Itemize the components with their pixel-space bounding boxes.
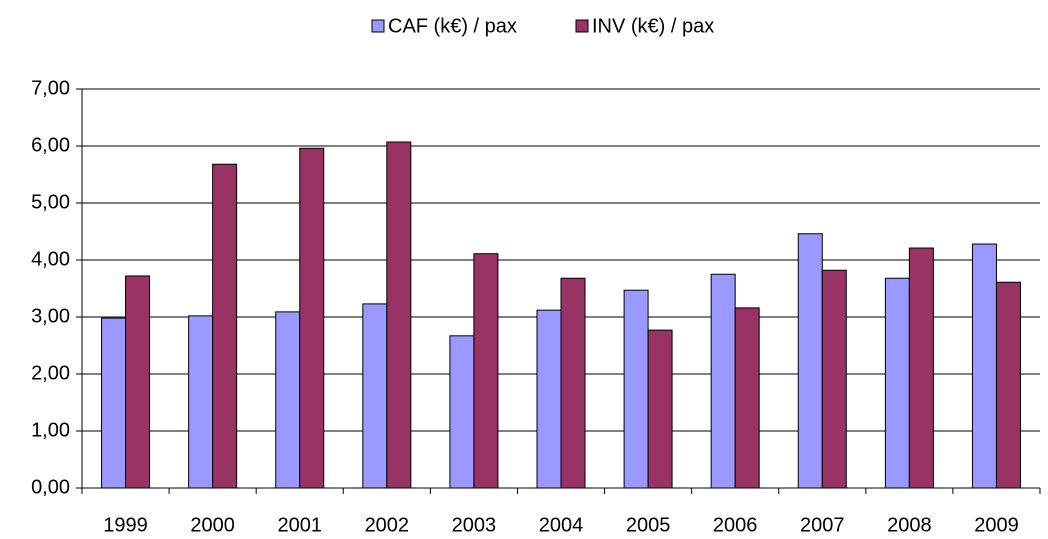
bar xyxy=(125,275,151,489)
x-tick-label: 1999 xyxy=(103,514,148,536)
bar xyxy=(386,141,412,489)
bar xyxy=(536,309,562,489)
y-tick-label: 0,00 xyxy=(31,476,70,498)
bar xyxy=(212,163,238,489)
bar xyxy=(647,329,673,489)
legend-swatch xyxy=(575,19,589,33)
bar xyxy=(908,247,934,489)
legend-label: CAF (k€) / pax xyxy=(388,15,517,37)
legend-label: INV (k€) / pax xyxy=(592,15,714,37)
bar xyxy=(821,269,847,489)
bar xyxy=(275,311,301,489)
x-tick-label: 2006 xyxy=(713,514,758,536)
x-tick-label: 2000 xyxy=(190,514,235,536)
x-tick-label: 2008 xyxy=(887,514,932,536)
bar xyxy=(797,233,823,489)
x-tick-label: 2007 xyxy=(800,514,845,536)
x-tick-label: 2003 xyxy=(452,514,497,536)
bar xyxy=(623,289,649,489)
bar xyxy=(995,281,1021,489)
y-tick-label: 6,00 xyxy=(31,134,70,156)
bar xyxy=(362,303,388,489)
bar xyxy=(473,253,499,489)
y-tick-label: 3,00 xyxy=(31,305,70,327)
bar xyxy=(299,147,325,489)
bar xyxy=(560,277,586,489)
x-tick-label: 2005 xyxy=(626,514,671,536)
bar xyxy=(884,277,910,489)
bar xyxy=(101,317,127,489)
x-tick-label: 2004 xyxy=(539,514,584,536)
bar xyxy=(971,243,997,489)
y-tick-label: 1,00 xyxy=(31,419,70,441)
x-tick-label: 2009 xyxy=(974,514,1019,536)
y-tick-label: 5,00 xyxy=(31,191,70,213)
bar xyxy=(449,335,475,489)
x-tick-label: 2001 xyxy=(277,514,322,536)
bar xyxy=(188,315,214,489)
y-tick-label: 2,00 xyxy=(31,362,70,384)
y-tick-label: 7,00 xyxy=(31,77,70,99)
legend-swatch xyxy=(371,19,385,33)
y-tick-label: 4,00 xyxy=(31,248,70,270)
bar xyxy=(710,273,736,489)
x-tick-label: 2002 xyxy=(365,514,410,536)
bar xyxy=(734,307,760,489)
